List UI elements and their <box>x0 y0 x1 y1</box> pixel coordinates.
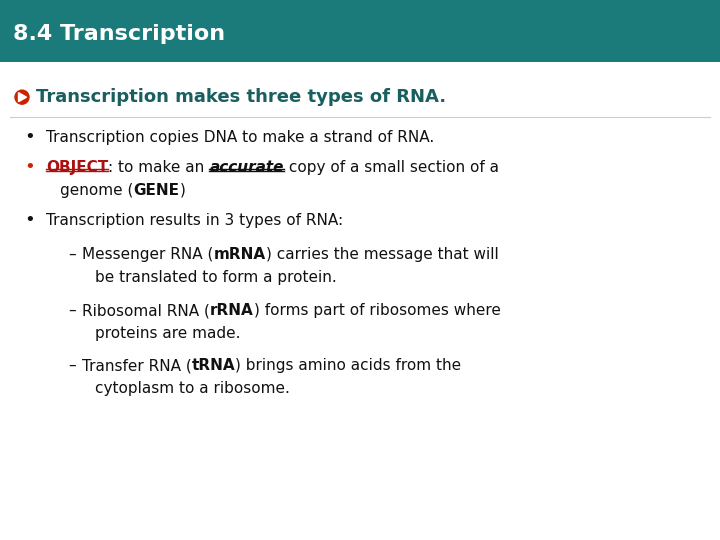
Text: ) carries the message that will: ) carries the message that will <box>266 247 498 262</box>
Text: ): ) <box>179 183 185 198</box>
Text: –: – <box>68 303 76 318</box>
Text: genome (: genome ( <box>60 183 133 198</box>
Text: •: • <box>24 211 35 230</box>
Text: 8.4 Transcription: 8.4 Transcription <box>13 24 225 44</box>
Circle shape <box>15 90 29 104</box>
Text: accurate: accurate <box>210 160 284 175</box>
Text: –: – <box>68 247 76 262</box>
Text: mRNA: mRNA <box>213 247 266 262</box>
Text: ) forms part of ribosomes where: ) forms part of ribosomes where <box>253 303 500 318</box>
Text: •: • <box>24 158 35 176</box>
Text: copy of a small section of a: copy of a small section of a <box>284 160 499 175</box>
Text: proteins are made.: proteins are made. <box>95 326 240 341</box>
Text: Transfer RNA (: Transfer RNA ( <box>82 358 192 373</box>
Text: ) brings amino acids from the: ) brings amino acids from the <box>235 358 462 373</box>
Text: –: – <box>68 358 76 373</box>
Text: Transcription makes three types of RNA.: Transcription makes three types of RNA. <box>36 88 446 106</box>
Text: Ribosomal RNA (: Ribosomal RNA ( <box>82 303 210 318</box>
Text: Transcription results in 3 types of RNA:: Transcription results in 3 types of RNA: <box>46 213 343 228</box>
Polygon shape <box>19 93 27 102</box>
Text: be translated to form a protein.: be translated to form a protein. <box>95 270 337 285</box>
Text: GENE: GENE <box>133 183 179 198</box>
Text: tRNA: tRNA <box>192 358 235 373</box>
Text: OBJECT: OBJECT <box>46 160 108 175</box>
Text: •: • <box>24 128 35 146</box>
Text: cytoplasm to a ribosome.: cytoplasm to a ribosome. <box>95 381 290 396</box>
Text: rRNA: rRNA <box>210 303 253 318</box>
Text: Transcription copies DNA to make a strand of RNA.: Transcription copies DNA to make a stran… <box>46 130 434 145</box>
Text: Messenger RNA (: Messenger RNA ( <box>82 247 213 262</box>
Text: : to make an: : to make an <box>108 160 210 175</box>
